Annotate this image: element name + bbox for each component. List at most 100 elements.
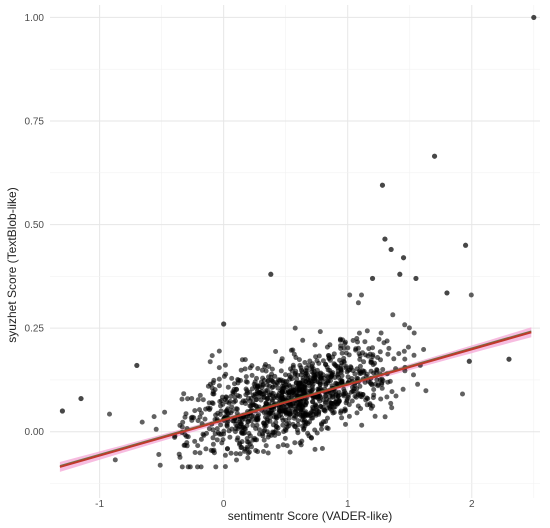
data-point bbox=[382, 414, 388, 420]
data-point bbox=[368, 357, 374, 363]
data-point bbox=[238, 445, 244, 451]
data-point bbox=[243, 392, 249, 398]
data-point bbox=[259, 384, 265, 390]
data-point bbox=[322, 407, 327, 413]
data-point bbox=[242, 426, 248, 431]
regression-line bbox=[59, 330, 532, 468]
data-point bbox=[234, 406, 240, 412]
data-point bbox=[339, 415, 345, 421]
data-point bbox=[313, 394, 318, 400]
data-point bbox=[310, 399, 316, 404]
data-point bbox=[359, 292, 364, 298]
data-point bbox=[280, 422, 286, 428]
data-point bbox=[250, 392, 256, 398]
data-point bbox=[243, 386, 249, 392]
data-point bbox=[225, 446, 230, 452]
data-point bbox=[288, 374, 293, 380]
data-point bbox=[307, 358, 313, 364]
data-point bbox=[355, 300, 361, 306]
data-point bbox=[376, 336, 382, 342]
data-point bbox=[281, 408, 287, 414]
data-point bbox=[253, 416, 259, 422]
data-point bbox=[311, 408, 317, 414]
data-point bbox=[176, 451, 182, 457]
y-tick-label: 0.75 bbox=[25, 117, 45, 128]
data-point bbox=[197, 392, 203, 398]
data-point bbox=[227, 434, 233, 440]
data-point bbox=[185, 396, 191, 402]
data-point bbox=[280, 418, 286, 423]
data-point bbox=[238, 367, 244, 373]
data-point bbox=[317, 329, 323, 335]
data-point bbox=[319, 421, 324, 427]
data-point bbox=[312, 446, 318, 452]
data-point bbox=[237, 451, 243, 457]
data-point bbox=[213, 412, 219, 418]
data-point bbox=[280, 442, 286, 448]
data-point bbox=[263, 368, 269, 374]
data-point bbox=[235, 435, 241, 441]
data-point bbox=[297, 362, 303, 368]
data-point bbox=[258, 397, 264, 403]
data-point bbox=[386, 345, 392, 351]
data-point bbox=[209, 385, 215, 391]
data-point bbox=[343, 365, 349, 371]
data-point bbox=[384, 338, 390, 344]
data-point bbox=[346, 413, 352, 419]
data-point bbox=[406, 325, 412, 331]
data-point bbox=[281, 383, 287, 389]
data-point bbox=[384, 394, 390, 400]
data-point bbox=[323, 399, 329, 405]
data-point bbox=[245, 455, 251, 461]
data-point bbox=[411, 330, 417, 336]
data-point bbox=[198, 436, 204, 442]
data-point bbox=[389, 405, 395, 411]
data-point bbox=[388, 246, 394, 253]
data-point bbox=[244, 446, 250, 452]
data-point bbox=[314, 367, 320, 373]
data-point bbox=[338, 368, 344, 373]
data-point bbox=[233, 451, 239, 457]
data-point bbox=[269, 366, 275, 372]
data-point bbox=[382, 236, 388, 242]
data-point bbox=[198, 464, 204, 470]
data-point bbox=[179, 396, 185, 402]
data-point bbox=[380, 378, 386, 384]
data-point bbox=[208, 447, 214, 453]
data-point bbox=[335, 364, 341, 370]
data-point bbox=[338, 343, 344, 349]
data-point bbox=[216, 365, 222, 371]
data-point bbox=[195, 443, 201, 449]
data-point bbox=[337, 336, 343, 342]
data-point bbox=[223, 409, 229, 415]
data-point bbox=[421, 347, 427, 352]
data-point bbox=[220, 437, 226, 443]
data-point bbox=[223, 371, 229, 377]
data-point bbox=[206, 400, 212, 406]
data-point bbox=[255, 449, 261, 455]
data-point bbox=[292, 408, 298, 414]
data-point bbox=[390, 312, 396, 318]
data-point bbox=[216, 348, 222, 354]
data-point bbox=[235, 426, 241, 431]
data-point bbox=[249, 386, 255, 392]
data-point bbox=[182, 432, 188, 438]
data-point bbox=[342, 341, 348, 347]
data-point bbox=[278, 412, 284, 417]
data-point bbox=[225, 384, 231, 390]
data-point bbox=[226, 428, 232, 434]
data-point bbox=[218, 422, 224, 428]
data-point bbox=[182, 414, 188, 420]
data-point bbox=[237, 393, 243, 399]
data-point bbox=[267, 409, 273, 415]
data-point bbox=[346, 402, 352, 408]
x-tick-label: 0 bbox=[221, 499, 227, 510]
data-point bbox=[290, 362, 296, 368]
secondary-fit-line bbox=[59, 330, 532, 467]
data-point bbox=[341, 345, 347, 351]
data-point bbox=[262, 427, 268, 433]
data-point bbox=[258, 391, 264, 396]
data-point bbox=[263, 362, 268, 367]
data-point bbox=[349, 398, 355, 404]
